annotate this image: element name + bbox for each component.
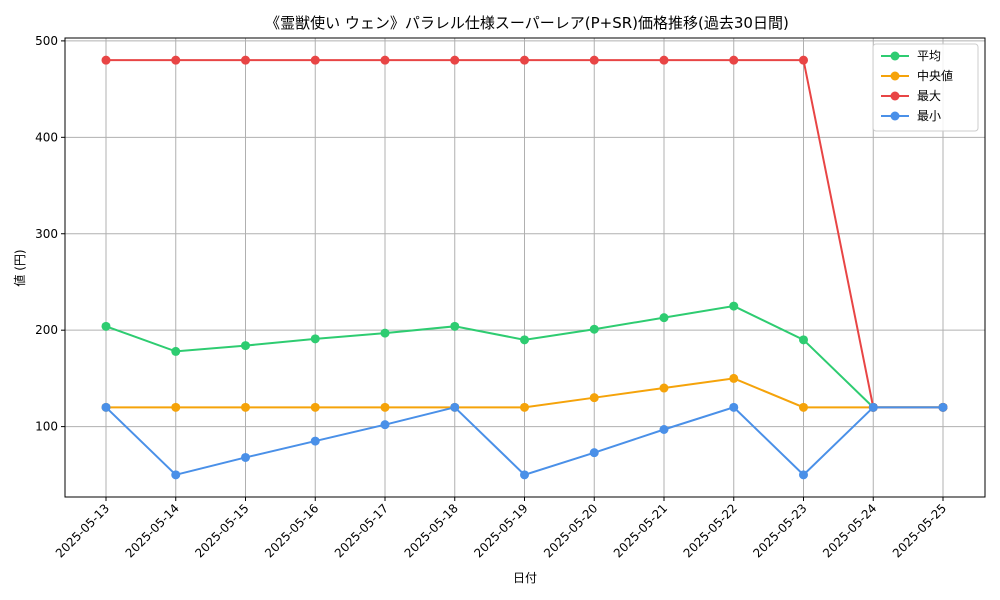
data-point <box>799 55 808 65</box>
x-axis-label: 日付 <box>513 571 537 585</box>
chart-title: 《霊獣使い ウェン》パラレル仕様スーパーレア(P+SR)価格推移(過去30日間) <box>265 14 789 32</box>
data-point <box>589 448 599 458</box>
data-point <box>310 55 320 65</box>
y-tick-label: 200 <box>35 323 58 337</box>
series-layer <box>101 55 948 480</box>
data-point <box>101 321 111 331</box>
data-point <box>520 470 529 480</box>
data-point <box>659 313 669 323</box>
data-point <box>171 55 181 65</box>
data-point <box>241 55 250 65</box>
data-point <box>729 373 739 383</box>
legend-label: 中央値 <box>917 68 953 83</box>
y-tick-label: 400 <box>35 130 58 144</box>
series-3 <box>101 402 948 480</box>
data-point <box>171 470 181 480</box>
x-tick-label: 2025-05-17 <box>332 501 391 560</box>
data-point <box>450 321 460 331</box>
data-point <box>799 402 808 412</box>
data-point <box>659 425 669 434</box>
y-tick-label: 500 <box>35 34 58 48</box>
legend-swatch-marker <box>890 51 900 61</box>
data-point <box>241 452 250 462</box>
legend-swatch-marker <box>890 91 900 101</box>
data-point <box>241 402 250 412</box>
legend-item: 最小 <box>881 109 941 123</box>
data-point <box>171 346 181 356</box>
x-tick-label: 2025-05-19 <box>471 501 530 560</box>
data-point <box>589 55 599 65</box>
data-point <box>589 324 599 334</box>
data-point <box>380 328 390 338</box>
x-tick-label: 2025-05-22 <box>681 501 740 560</box>
data-point <box>171 402 181 412</box>
x-tick-label: 2025-05-20 <box>541 501 600 560</box>
data-point <box>101 55 111 65</box>
data-point <box>729 55 739 65</box>
x-axis: 2025-05-13 2025-05-14 2025-05-15 2025-05-16… <box>53 497 949 560</box>
y-axis-label: 値 (円) <box>12 249 27 286</box>
data-point <box>799 470 808 480</box>
data-point <box>241 341 250 351</box>
y-tick-label: 100 <box>35 420 58 434</box>
data-point <box>729 301 739 311</box>
legend-item: 平均 <box>881 49 941 63</box>
x-tick-label: 2025-05-25 <box>890 501 949 560</box>
data-point <box>380 420 390 430</box>
data-point <box>310 334 320 344</box>
data-point <box>520 402 529 412</box>
y-axis: 100 200 300 400 500 <box>35 34 65 434</box>
y-tick-label: 300 <box>35 227 58 241</box>
x-tick-label: 2025-05-14 <box>123 501 182 560</box>
x-tick-label: 2025-05-16 <box>262 501 321 560</box>
data-point <box>380 55 390 65</box>
x-tick-label: 2025-05-15 <box>192 501 251 560</box>
legend-swatch-marker <box>890 71 900 81</box>
legend-item: 最大 <box>881 89 941 103</box>
legend-label: 平均 <box>917 49 941 63</box>
x-tick-label: 2025-05-18 <box>402 501 461 560</box>
data-point <box>450 402 460 412</box>
x-tick-label: 2025-05-23 <box>750 501 809 560</box>
data-point <box>520 335 529 345</box>
legend-item: 中央値 <box>881 68 953 83</box>
x-tick-label: 2025-05-21 <box>611 501 670 560</box>
data-point <box>729 402 739 412</box>
data-point <box>380 402 390 412</box>
data-point <box>450 55 460 65</box>
data-point <box>659 383 669 393</box>
data-point <box>589 393 599 403</box>
legend-label: 最小 <box>917 109 941 123</box>
grid-lines <box>65 38 985 497</box>
data-point <box>101 402 111 412</box>
data-point <box>659 55 669 65</box>
data-point <box>938 402 948 412</box>
data-point <box>310 436 320 446</box>
legend-box <box>872 43 979 132</box>
data-point <box>868 402 878 412</box>
data-point <box>520 55 529 65</box>
data-point <box>799 335 808 345</box>
legend-swatch-marker <box>890 111 900 121</box>
legend-label: 最大 <box>917 89 941 103</box>
data-point <box>310 402 320 412</box>
x-tick-label: 2025-05-13 <box>53 501 112 560</box>
x-tick-label: 2025-05-24 <box>820 501 879 560</box>
